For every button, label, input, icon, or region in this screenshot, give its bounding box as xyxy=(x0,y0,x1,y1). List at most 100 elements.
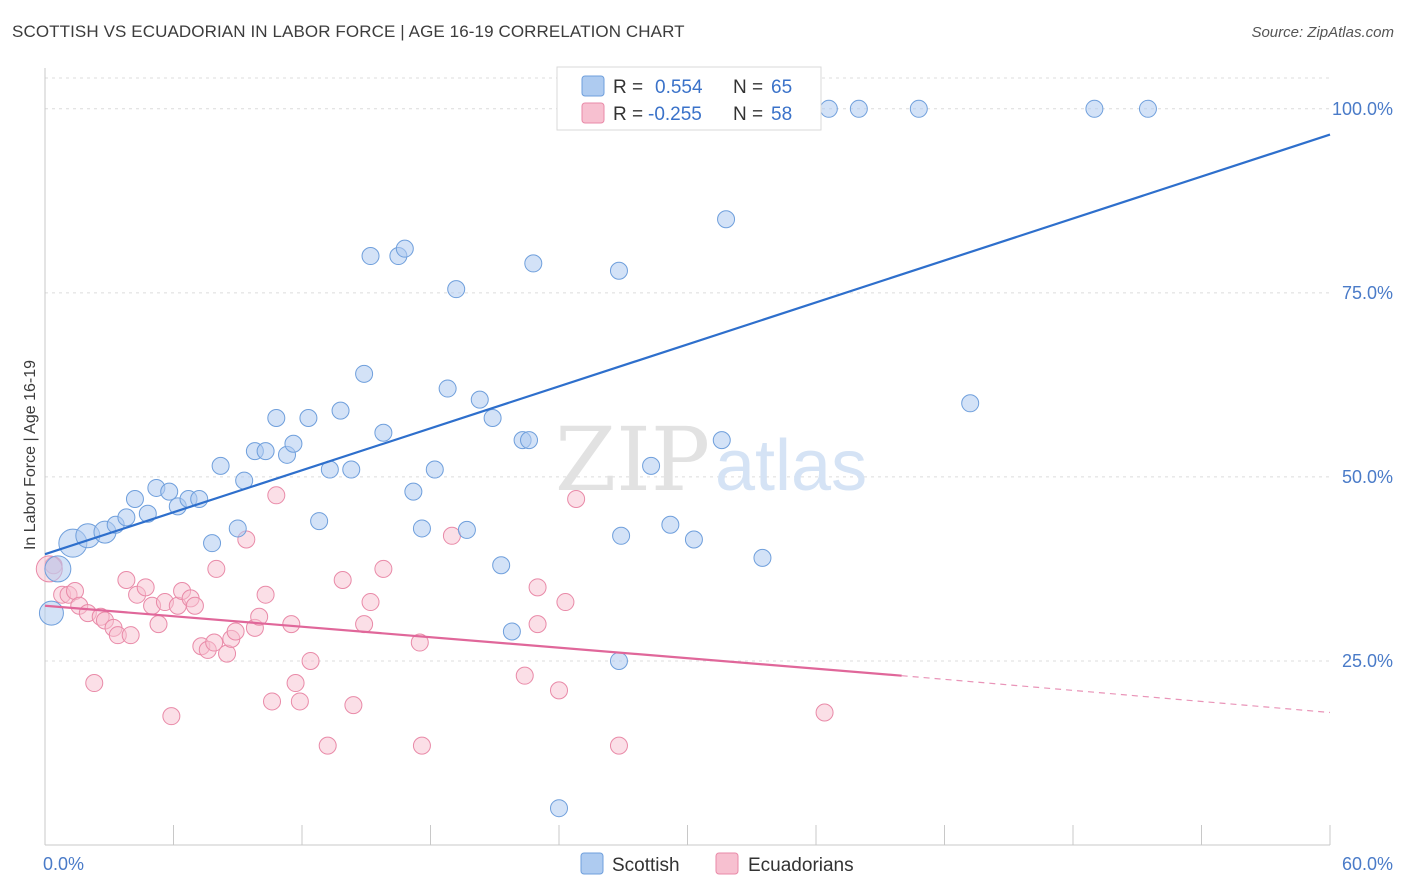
y-axis-title: In Labor Force | Age 16-19 xyxy=(22,360,39,550)
x-tick-label: 0.0% xyxy=(43,854,84,874)
scottish-point xyxy=(267,409,286,428)
legend-r-value-scottish: 0.554 xyxy=(655,77,703,98)
scottish-point xyxy=(609,651,628,670)
legend-label-scottish: Scottish xyxy=(612,855,680,876)
ecuadorian-point xyxy=(250,607,269,626)
scottish-point xyxy=(1138,99,1157,118)
chart-title: SCOTTISH VS ECUADORIAN IN LABOR FORCE | … xyxy=(12,22,685,41)
legend-r-label: R = xyxy=(613,104,643,125)
scottish-point xyxy=(299,409,318,428)
ecuadorian-point xyxy=(609,736,628,755)
ecuadorian-point xyxy=(117,570,136,589)
y-tick-label: 75.0% xyxy=(1342,283,1393,303)
ecuadorian-point xyxy=(567,489,586,508)
ecuadorian-point xyxy=(442,526,461,545)
y-tick-label: 100.0% xyxy=(1332,99,1393,119)
scottish-point xyxy=(1085,99,1104,118)
ecuadorian-point xyxy=(528,615,547,634)
scottish-point xyxy=(284,434,303,453)
gridlines xyxy=(45,77,1330,662)
scottish-point xyxy=(684,530,703,549)
ecuadorian-point xyxy=(263,692,282,711)
ecuadorian-point xyxy=(344,696,363,715)
legend-r-value-ecuadorian: -0.255 xyxy=(648,104,702,125)
scottish-point xyxy=(502,622,521,641)
ecuadorian-point xyxy=(361,593,380,612)
scottish-point xyxy=(483,409,502,428)
scottish-point xyxy=(609,261,628,280)
scottish-point xyxy=(425,460,444,479)
legend-swatch-ecuadorian xyxy=(581,102,605,124)
scottish-point xyxy=(447,280,466,299)
scottish-point xyxy=(310,512,329,531)
scottish-point xyxy=(717,210,736,229)
scottish-point xyxy=(642,456,661,475)
x-tick-label: 60.0% xyxy=(1342,854,1393,874)
y-tick-label: 25.0% xyxy=(1342,651,1393,671)
scottish-point xyxy=(412,519,431,538)
scottish-point xyxy=(457,520,476,539)
ecuadorian-point xyxy=(815,703,834,722)
ecuadorian-point xyxy=(301,651,320,670)
legend-swatch-ecuadorian xyxy=(715,852,739,875)
scottish-trend-line xyxy=(44,133,1331,556)
ecuadorian-point xyxy=(121,626,140,645)
ecuadorian-points xyxy=(35,486,834,755)
scottish-point xyxy=(404,482,423,501)
ecuadorian-point xyxy=(318,736,337,755)
watermark-atlas: atlas xyxy=(715,426,867,506)
trend-lines xyxy=(44,133,1331,714)
scottish-point xyxy=(203,534,222,553)
scottish-point xyxy=(492,556,511,575)
ecuadorian-point xyxy=(355,615,374,634)
ecuadorian-point xyxy=(290,692,309,711)
ecuadorian-point xyxy=(282,615,301,634)
ecuadorian-point xyxy=(207,559,226,578)
scottish-point xyxy=(520,431,539,450)
scottish-point xyxy=(342,460,361,479)
legend-n-label: N = xyxy=(733,77,763,98)
axes xyxy=(44,68,1331,846)
scottish-point xyxy=(909,99,928,118)
scottish-point xyxy=(125,489,144,508)
ecuadorian-point xyxy=(515,666,534,685)
scottish-point xyxy=(374,423,393,442)
legend-label-ecuadorian: Ecuadorians xyxy=(748,855,854,876)
series-legend: Scottish Ecuadorians xyxy=(580,852,854,876)
scottish-point xyxy=(44,555,72,583)
ecuadorian-point xyxy=(550,681,568,700)
watermark: ZIP atlas xyxy=(555,408,867,511)
ecuadorian-point xyxy=(528,578,547,597)
ecuadorian-point xyxy=(185,596,204,615)
ecuadorian-trend-line xyxy=(44,604,902,677)
scottish-point xyxy=(470,390,489,409)
ecuadorian-point xyxy=(556,593,575,612)
scottish-point xyxy=(819,99,838,118)
scottish-point xyxy=(961,394,980,413)
legend-swatch-scottish xyxy=(581,75,605,97)
scottish-point xyxy=(228,519,247,538)
scottish-point xyxy=(753,548,772,567)
ecuadorian-point xyxy=(374,559,393,578)
ecuadorian-point xyxy=(410,633,429,652)
scottish-point xyxy=(524,254,543,273)
scottish-point xyxy=(361,247,380,266)
scottish-point xyxy=(138,504,157,523)
scottish-point xyxy=(38,600,64,626)
scottish-point xyxy=(160,482,179,501)
source-credit: Source: ZipAtlas.com xyxy=(1251,24,1394,41)
ecuadorian-point xyxy=(256,585,275,604)
correlation-legend: R = 0.554 N = 65 R = -0.255 N = 58 xyxy=(556,66,822,131)
ecuadorian-point xyxy=(412,736,431,755)
scottish-point xyxy=(117,508,136,527)
scottish-point xyxy=(661,515,680,534)
legend-n-value-scottish: 65 xyxy=(771,77,792,98)
ecuadorian-point xyxy=(267,486,286,505)
scottish-point xyxy=(612,526,631,545)
scottish-point xyxy=(550,799,568,818)
ecuadorian-point xyxy=(136,578,155,597)
ecuadorian-point xyxy=(226,622,245,641)
ecuadorian-point xyxy=(333,570,352,589)
y-tick-label: 50.0% xyxy=(1342,467,1393,487)
